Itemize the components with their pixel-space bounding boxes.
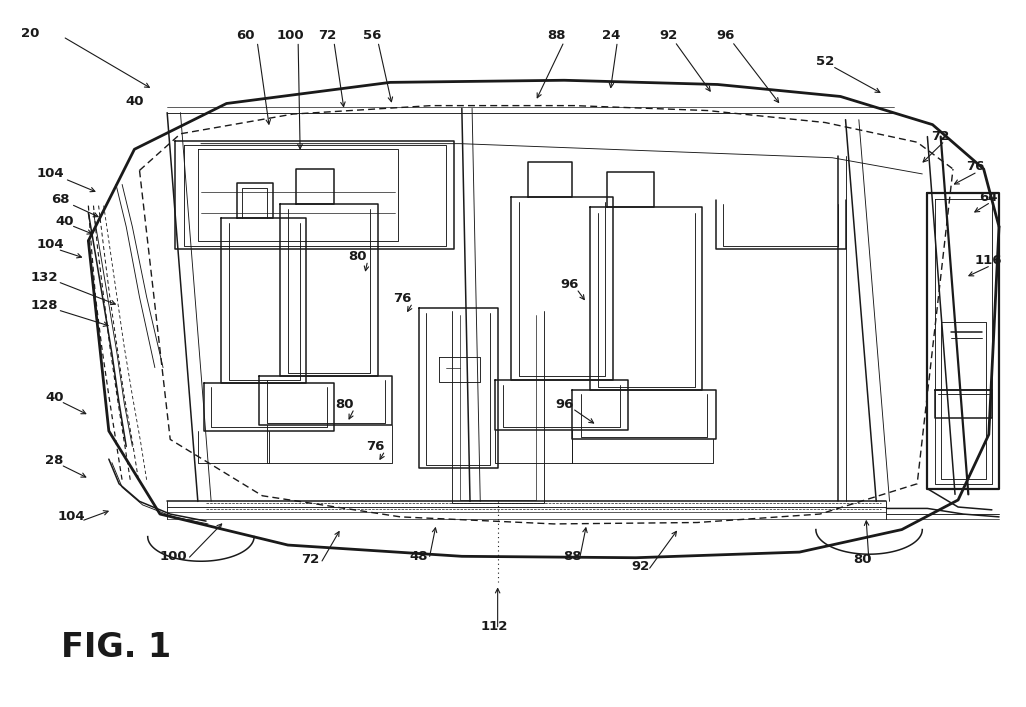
Text: 76: 76 (365, 440, 384, 453)
Text: 88: 88 (563, 550, 582, 563)
Text: 64: 64 (980, 191, 998, 204)
Text: 112: 112 (481, 620, 508, 633)
Text: 40: 40 (45, 391, 64, 404)
Text: 24: 24 (602, 29, 621, 42)
Text: 72: 72 (302, 553, 319, 566)
Text: 132: 132 (31, 271, 58, 284)
Text: 52: 52 (816, 54, 834, 68)
Text: 68: 68 (51, 194, 70, 206)
Text: 100: 100 (276, 29, 304, 42)
Text: 40: 40 (55, 215, 74, 228)
Text: 40: 40 (125, 95, 144, 108)
Text: 128: 128 (31, 299, 58, 312)
Text: 92: 92 (660, 29, 677, 42)
Text: 72: 72 (932, 130, 950, 143)
Text: 104: 104 (57, 510, 85, 523)
Text: 92: 92 (632, 560, 650, 573)
Text: 80: 80 (348, 250, 366, 263)
Text: 28: 28 (45, 454, 64, 467)
Text: 116: 116 (975, 254, 1002, 267)
Text: 48: 48 (409, 550, 428, 563)
Text: 100: 100 (159, 550, 187, 563)
Text: 96: 96 (555, 398, 574, 411)
Text: 76: 76 (966, 160, 985, 173)
Text: 72: 72 (318, 29, 336, 42)
Text: 80: 80 (334, 398, 353, 411)
Text: 104: 104 (37, 168, 65, 180)
Text: 56: 56 (362, 29, 381, 42)
Text: 60: 60 (236, 29, 254, 42)
Text: 88: 88 (548, 29, 566, 42)
Text: 96: 96 (560, 278, 579, 291)
Text: 96: 96 (716, 29, 735, 42)
Text: 104: 104 (37, 238, 65, 251)
Text: 20: 20 (21, 27, 39, 40)
Text: FIG. 1: FIG. 1 (61, 631, 171, 665)
Text: 76: 76 (393, 292, 411, 305)
Text: 80: 80 (854, 553, 872, 566)
